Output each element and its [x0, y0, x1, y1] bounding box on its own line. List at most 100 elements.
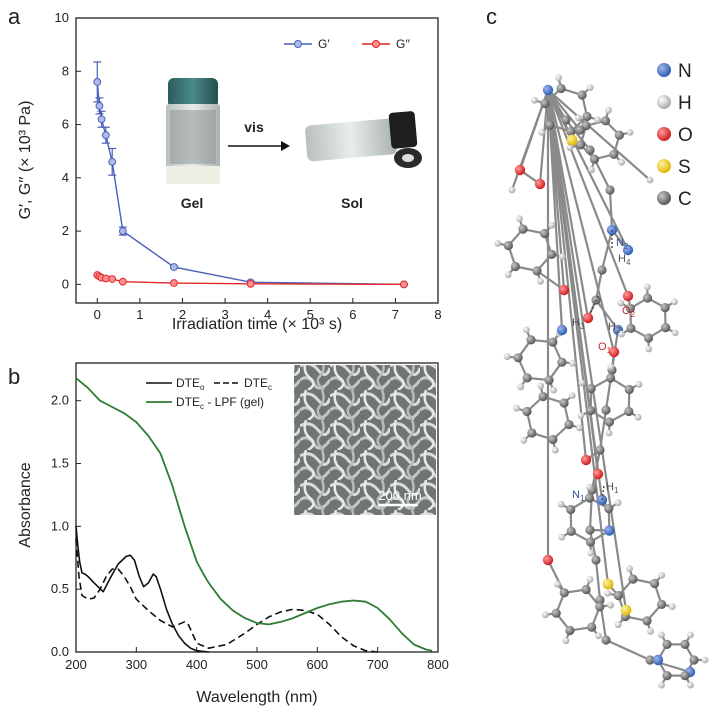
- plot-a-xlabel: Irradiation time (× 10³ s): [172, 316, 342, 333]
- atom-c: [597, 265, 607, 275]
- series-line-dtec-lpf-gel: [75, 377, 433, 652]
- atom-h: [537, 382, 545, 390]
- atom-c: [600, 116, 611, 126]
- legend-marker-g-prime: [294, 40, 302, 48]
- atom-c: [585, 537, 596, 547]
- atom-c: [624, 406, 634, 417]
- atom-c: [642, 293, 653, 303]
- atom-c: [576, 140, 586, 150]
- atom-h: [568, 392, 576, 399]
- plot-b-ytick-label: 0.5: [51, 581, 69, 596]
- plot-a-xtick-label: 1: [136, 307, 143, 322]
- panel-b: b 200 300 400 500 600 700 800 0.0 0.5 1.0 1.5 2.0 W…: [8, 362, 449, 706]
- plot-b-series: [75, 377, 433, 653]
- atom-c: [522, 406, 532, 417]
- atom-c: [522, 373, 532, 383]
- atom-c: [559, 398, 569, 408]
- atom-c: [548, 434, 558, 445]
- atom-h: [687, 631, 694, 639]
- plot-a-legend: G′ G′′: [284, 37, 411, 51]
- atom-c: [586, 405, 596, 416]
- plot-a-ytick-label: 10: [55, 10, 69, 25]
- legend-label-g-prime: G′: [318, 37, 330, 51]
- data-point: [108, 157, 117, 166]
- atom-h: [523, 326, 530, 334]
- plot-a-xtick-label: 2: [179, 307, 186, 322]
- atom-c: [613, 591, 624, 601]
- panel-a: a 0 1 2 3 4 5 6 7 8 0 2 4 6 8 10 Irradiation time (× 1…: [8, 4, 442, 333]
- sem-inset: 200 nm: [294, 365, 436, 515]
- atom-h: [587, 549, 595, 557]
- atom-c: [564, 419, 574, 430]
- atom-h: [687, 681, 694, 689]
- atom-h: [618, 158, 625, 166]
- atom-h: [658, 571, 666, 579]
- atom-c: [510, 261, 520, 272]
- atom-c: [595, 445, 605, 455]
- legend-atom-o: [657, 127, 671, 141]
- data-point: [170, 263, 178, 271]
- legend-label-n: N: [678, 61, 692, 82]
- legend-label-o: O: [678, 125, 693, 146]
- atom-c: [540, 98, 550, 109]
- atom-c: [680, 639, 690, 650]
- atom-h: [577, 412, 585, 420]
- atom-o: [514, 164, 526, 176]
- atom-h: [668, 603, 676, 610]
- atom-o: [622, 290, 634, 302]
- atom-h: [658, 681, 665, 689]
- atom-c: [643, 333, 654, 343]
- atom-label: H3: [572, 317, 585, 331]
- legend-label-h: H: [678, 93, 692, 114]
- legend-atom-h: [657, 95, 671, 109]
- plot-b-xtick-label: 400: [186, 657, 208, 672]
- plot-a-ylabel: G′, G′′ (× 10³ Pa): [17, 101, 34, 220]
- atom-c: [604, 504, 614, 514]
- plot-a-ytick-label: 2: [62, 223, 69, 238]
- atom-h: [531, 96, 538, 104]
- atom-o: [534, 178, 546, 190]
- atom-h: [595, 632, 602, 640]
- atom-h: [520, 437, 528, 444]
- atom-h: [548, 221, 556, 229]
- atom-h: [550, 386, 557, 394]
- atom-c: [628, 574, 638, 584]
- plot-b-xlabel: Wavelength (nm): [196, 689, 317, 706]
- plot-a-xtick-label: 5: [307, 307, 314, 322]
- panel-letter-c: c: [486, 4, 497, 29]
- atom-c: [587, 622, 597, 632]
- data-point: [400, 280, 408, 289]
- atom-c: [662, 639, 672, 650]
- atom-h: [554, 580, 561, 588]
- atom-c: [604, 417, 615, 427]
- atom-h: [614, 499, 622, 507]
- plot-b-ylabel: Absorbance: [17, 462, 34, 547]
- bond: [546, 88, 630, 298]
- series-line-dtec: [75, 538, 378, 653]
- bond: [564, 118, 592, 152]
- legend-atom-c: [657, 191, 671, 205]
- plot-a-xtick-label: 8: [434, 307, 441, 322]
- atom-s: [566, 134, 578, 146]
- atom-h: [557, 500, 565, 508]
- atom-o: [580, 454, 592, 466]
- atom-n: [542, 84, 554, 96]
- sol-vial-photo: [305, 111, 422, 168]
- atom-c: [577, 90, 587, 100]
- atom-h: [504, 271, 512, 279]
- plot-b-xtick-label: 200: [65, 657, 87, 672]
- atom-c: [614, 130, 625, 140]
- atom-c: [556, 83, 566, 94]
- atom-c: [538, 391, 548, 402]
- atom-o: [608, 346, 620, 358]
- plot-a-series: [93, 61, 408, 289]
- atom-o: [542, 554, 554, 566]
- atom-h: [538, 129, 546, 136]
- atom-h: [508, 186, 516, 194]
- atom-c: [518, 224, 528, 234]
- plot-b-legend: DTEo DTEc DTEc - LPF (gel): [146, 376, 272, 411]
- atom-c: [585, 525, 595, 535]
- bond: [594, 558, 602, 602]
- data-point: [93, 78, 102, 86]
- plot-a-xtick-label: 7: [392, 307, 399, 322]
